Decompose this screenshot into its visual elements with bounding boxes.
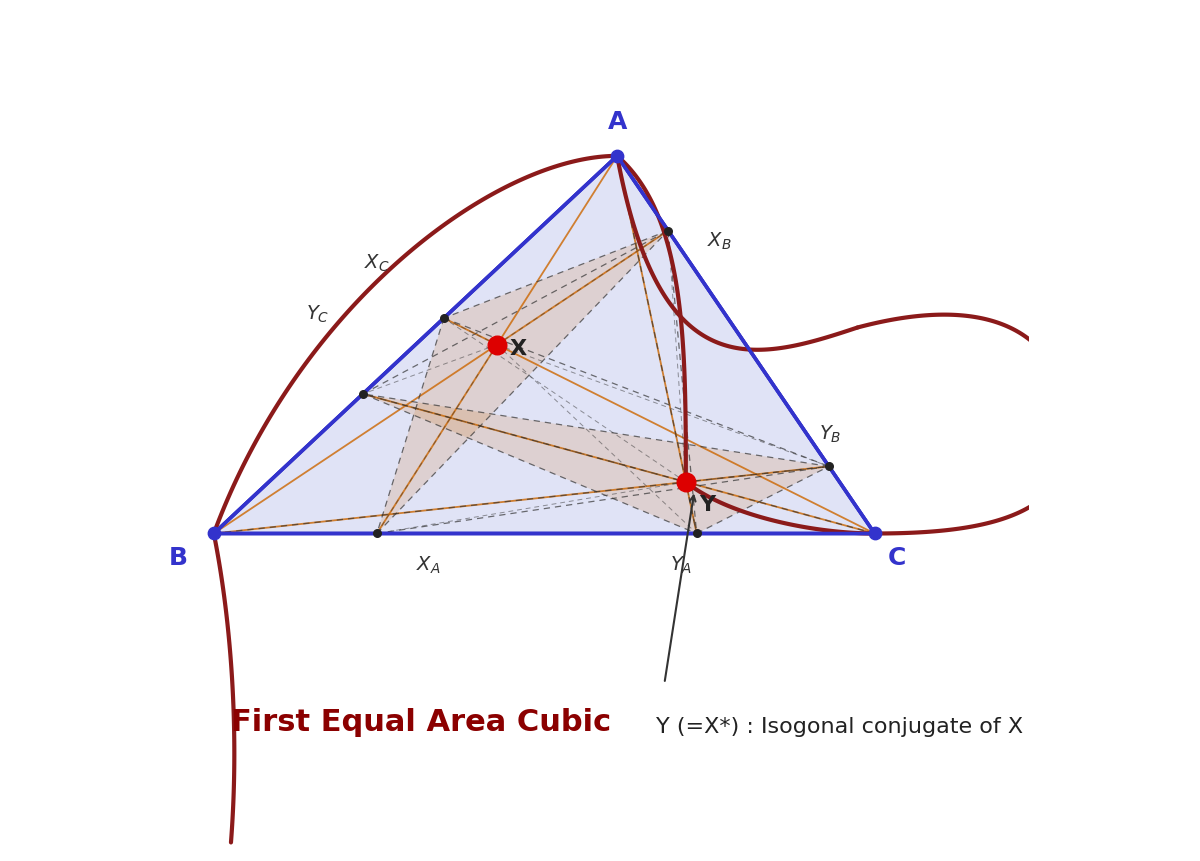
Point — [865, 527, 884, 541]
Text: First Equal Area Cubic: First Equal Area Cubic — [230, 708, 611, 737]
Text: $X_{A}$: $X_{A}$ — [416, 555, 440, 576]
Text: Y: Y — [698, 495, 715, 515]
Polygon shape — [214, 156, 875, 534]
Polygon shape — [377, 231, 668, 534]
Point — [434, 311, 454, 325]
Text: C: C — [888, 547, 906, 570]
Text: $Y_{A}$: $Y_{A}$ — [671, 555, 692, 576]
Point — [677, 475, 696, 489]
Text: A: A — [607, 110, 626, 134]
Polygon shape — [362, 394, 829, 534]
Text: X: X — [510, 339, 527, 359]
Point — [367, 527, 386, 541]
Text: $X_{C}$: $X_{C}$ — [364, 252, 390, 274]
Point — [688, 527, 707, 541]
Text: B: B — [169, 547, 188, 570]
Text: $X_{B}$: $X_{B}$ — [707, 231, 732, 252]
Point — [659, 224, 678, 238]
Point — [487, 338, 506, 351]
Point — [204, 527, 223, 541]
Text: Y (=X*) : Isogonal conjugate of X: Y (=X*) : Isogonal conjugate of X — [655, 716, 1022, 737]
Point — [820, 460, 839, 474]
Polygon shape — [214, 156, 875, 534]
Point — [353, 387, 372, 401]
Text: $Y_{B}$: $Y_{B}$ — [818, 424, 841, 445]
Text: $Y_{C}$: $Y_{C}$ — [306, 304, 330, 325]
Point — [607, 149, 626, 163]
